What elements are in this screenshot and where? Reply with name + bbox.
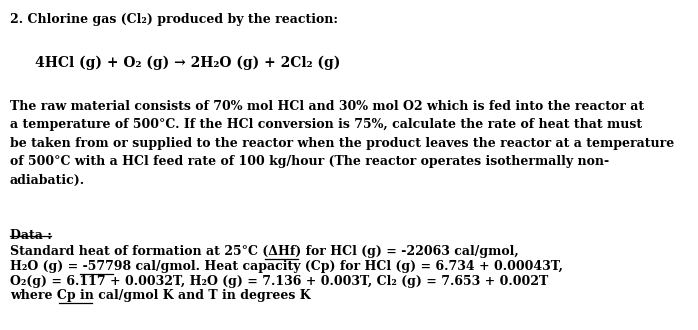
Text: where Cp in cal/gmol K and T in degrees K: where Cp in cal/gmol K and T in degrees …	[10, 289, 311, 302]
Text: 2. Chlorine gas (Cl₂) produced by the reaction:: 2. Chlorine gas (Cl₂) produced by the re…	[10, 13, 338, 26]
Text: Data :: Data :	[10, 229, 52, 242]
Text: O₂(g) = 6.117 + 0.0032T, H₂O (g) = 7.136 + 0.003T, Cl₂ (g) = 7.653 + 0.002T: O₂(g) = 6.117 + 0.0032T, H₂O (g) = 7.136…	[10, 275, 548, 288]
Text: Standard heat of formation at 25°C (ΔHf) for HCl (g) = -22063 cal/gmol,: Standard heat of formation at 25°C (ΔHf)…	[10, 245, 519, 258]
Text: H₂O (g) = -57798 cal/gmol. Heat capacity (Cp) for HCl (g) = 6.734 + 0.00043T,: H₂O (g) = -57798 cal/gmol. Heat capacity…	[10, 260, 563, 273]
Text: 4HCl (g) + O₂ (g) → 2H₂O (g) + 2Cl₂ (g): 4HCl (g) + O₂ (g) → 2H₂O (g) + 2Cl₂ (g)	[35, 55, 341, 70]
Text: The raw material consists of 70% mol HCl and 30% mol O2 which is fed into the re: The raw material consists of 70% mol HCl…	[10, 100, 674, 186]
